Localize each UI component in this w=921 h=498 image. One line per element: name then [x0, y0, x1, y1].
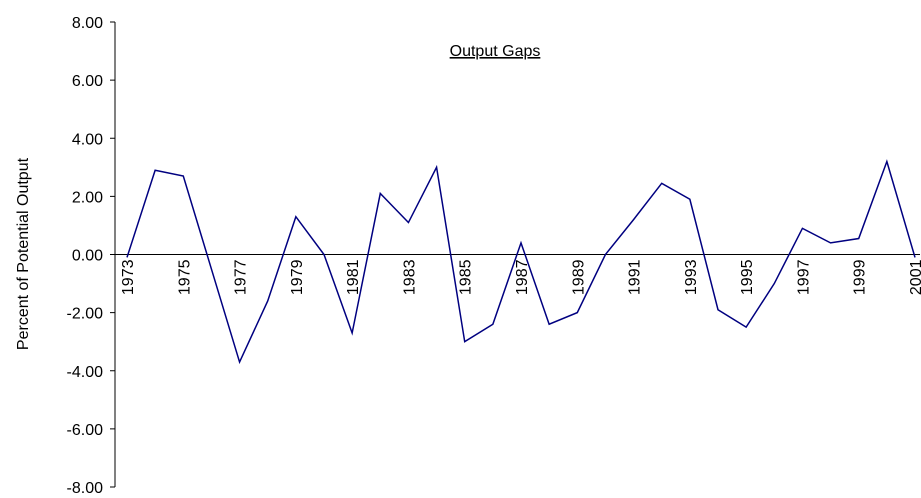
- chart-title: Output Gaps: [450, 43, 541, 60]
- x-tick-label: 1983: [401, 259, 418, 295]
- x-tick-label: 1985: [458, 259, 475, 295]
- y-tick-label: -4.00: [67, 364, 104, 381]
- y-tick-label: 8.00: [72, 15, 103, 32]
- x-tick-label: 2001: [908, 259, 921, 295]
- x-tick-label: 1977: [233, 259, 250, 295]
- x-tick-label: 1989: [570, 259, 587, 295]
- y-tick-label: -8.00: [67, 480, 104, 493]
- y-tick-label: 4.00: [72, 131, 103, 148]
- y-tick-label: 0.00: [72, 248, 103, 265]
- x-tick-label: 1997: [795, 259, 812, 295]
- y-tick-label: 2.00: [72, 189, 103, 206]
- x-tick-label: 1991: [627, 259, 644, 295]
- y-tick-label: -2.00: [67, 306, 104, 323]
- x-tick-label: 1987: [514, 259, 531, 295]
- x-tick-label: 1981: [345, 259, 362, 295]
- x-tick-label: 1979: [289, 259, 306, 295]
- x-tick-label: 1973: [120, 259, 137, 295]
- y-axis-label: Percent of Potential Output: [15, 157, 32, 350]
- data-line: [126, 159, 916, 365]
- y-tick-label: 6.00: [72, 73, 103, 90]
- y-tick-label: -6.00: [67, 422, 104, 439]
- x-tick-label: 1975: [176, 259, 193, 295]
- x-tick-label: 1993: [683, 259, 700, 295]
- x-tick-label: 1999: [852, 259, 869, 295]
- x-tick-label: 1995: [739, 259, 756, 295]
